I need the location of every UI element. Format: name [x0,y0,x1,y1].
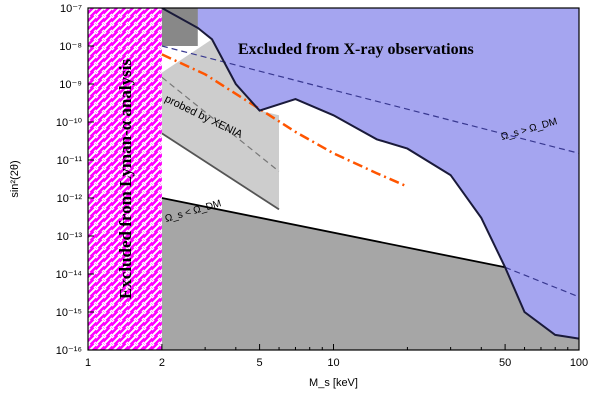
series-line-4 [161,132,280,211]
x-tick-label: 50 [499,357,511,369]
y-tick-label: 10⁻⁹ [59,79,82,91]
region-top-gray [161,8,198,46]
x-tick-label: 1 [85,357,91,369]
plot-area [88,8,579,350]
series-line-5 [161,197,506,269]
y-tick-label: 10⁻⁷ [60,3,82,15]
x-axis-label: M_s [keV] [309,377,358,389]
series-line-2 [504,266,579,298]
y-tick-label: 10⁻¹⁵ [56,307,82,319]
ticks: 1 2 5 10 50 100 10⁻⁷ 10⁻⁸ 10⁻⁹ 10⁻¹⁰ 10⁻¹¹ 10⁻¹² 10⁻… [56,3,589,369]
series-line-0 [161,53,408,188]
x-tick-label: 10 [327,357,339,369]
y-tick-label: 10⁻⁸ [59,41,82,53]
y-tick-label: 10⁻¹¹ [57,155,83,167]
x-tick-label: 5 [257,357,263,369]
region-xray-excluded [161,8,579,339]
x-tick-label: 2 [159,357,165,369]
y-axis-label: sin²(2θ) [9,160,21,197]
y-tick-label: 10⁻¹³ [57,231,83,243]
series-line-1 [161,45,579,154]
annotation-xray: Excluded from X-ray observations [238,41,474,58]
y-tick-label: 10⁻¹⁰ [56,117,83,129]
region-omega-lt [161,198,579,350]
series-layer [161,45,579,298]
annotation-lyman: Excluded from Lyman-α analysis [116,59,135,300]
series-line-3 [161,76,280,172]
region-lyman-excluded [88,8,162,350]
y-tick-label: 10⁻¹⁴ [56,269,83,281]
xray-boundary-line [161,8,579,340]
y-tick-label: 10⁻¹² [57,193,83,205]
y-tick-label: 10⁻¹⁶ [56,345,82,357]
x-tick-label: 100 [570,357,588,369]
